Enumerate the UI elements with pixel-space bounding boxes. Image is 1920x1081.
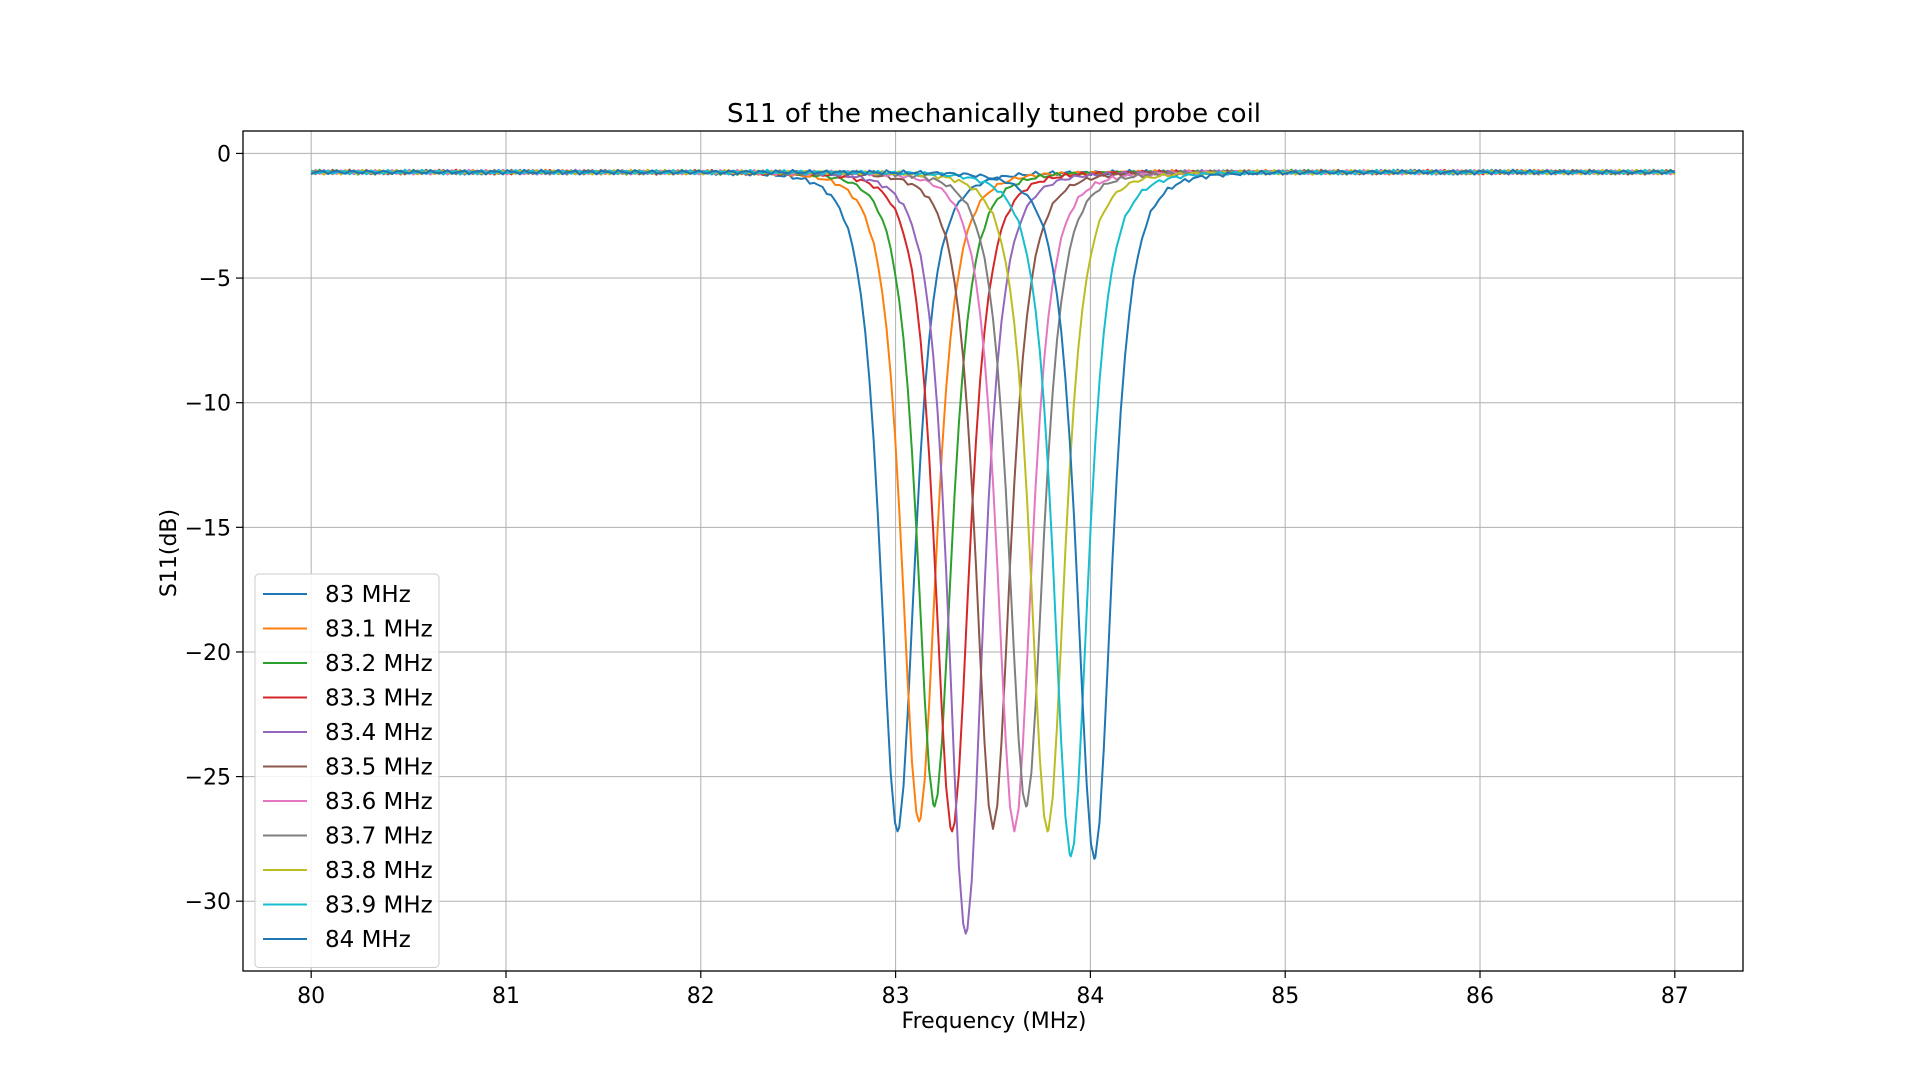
chart-title: S11 of the mechanically tuned probe coil (727, 99, 1261, 129)
legend-label: 83.5 MHz (325, 755, 433, 781)
y-axis-label: S11(dB) (157, 509, 182, 597)
x-tick-label: 86 (1466, 984, 1494, 1009)
x-tick-label: 84 (1076, 984, 1104, 1009)
x-axis-ticks: 80 81 82 83 84 85 86 87 (297, 971, 1689, 1009)
y-tick-label: 0 (217, 142, 231, 167)
plot-frame (242, 130, 1744, 972)
legend: 83 MHz 83.1 MHz 83.2 MHz 83.3 MHz 83.4 MHz 83… (254, 573, 440, 968)
y-tick-label: −15 (185, 516, 231, 541)
x-tick-label: 87 (1661, 984, 1689, 1009)
legend-label: 83.4 MHz (325, 720, 433, 746)
series-lines (310, 168, 1676, 935)
x-tick-label: 85 (1271, 984, 1299, 1009)
legend-label: 83 MHz (325, 582, 411, 608)
y-tick-label: −10 (185, 392, 231, 417)
y-tick-label: −25 (185, 766, 231, 791)
series-line-10 (310, 168, 1676, 860)
legend-label: 83.6 MHz (325, 789, 433, 815)
legend-label: 83.9 MHz (325, 893, 433, 919)
legend-label: 83.8 MHz (325, 858, 433, 884)
legend-label: 83.3 MHz (325, 686, 433, 712)
x-tick-label: 80 (297, 984, 325, 1009)
x-tick-label: 83 (882, 984, 910, 1009)
x-tick-label: 82 (687, 984, 715, 1009)
grid (243, 131, 1743, 971)
y-tick-label: −20 (185, 641, 231, 666)
y-axis-ticks: 0 −5 −10 −15 −20 −25 −30 (185, 142, 243, 915)
y-tick-label: −30 (185, 890, 231, 915)
legend-label: 84 MHz (325, 927, 411, 953)
x-axis-label: Frequency (MHz) (902, 1009, 1087, 1034)
legend-label: 83.7 MHz (325, 824, 433, 850)
legend-label: 83.1 MHz (325, 617, 433, 643)
y-tick-label: −5 (199, 267, 231, 292)
legend-label: 83.2 MHz (325, 651, 433, 677)
x-tick-label: 81 (492, 984, 520, 1009)
